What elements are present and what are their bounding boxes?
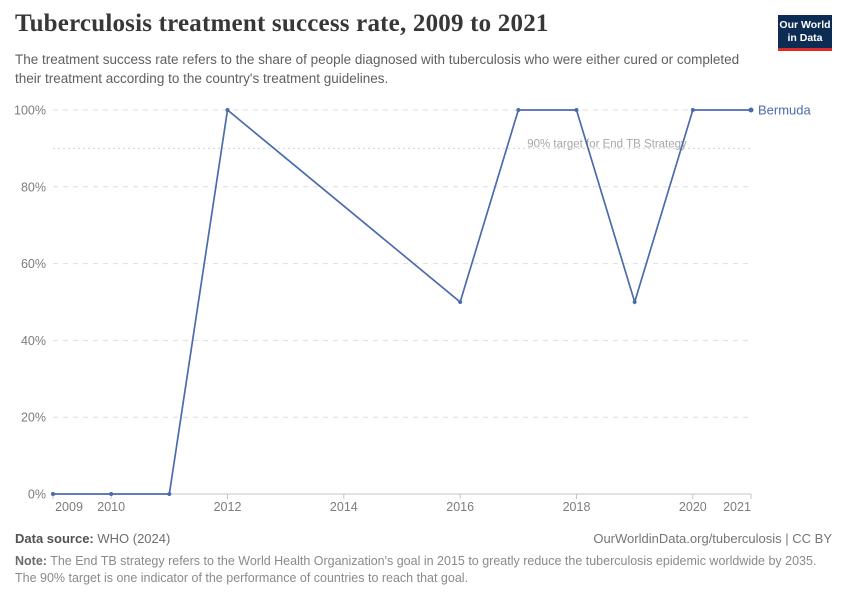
page-title: Tuberculosis treatment success rate, 200… [15, 10, 549, 37]
chart-note: Note: The End TB strategy refers to the … [15, 553, 835, 587]
series-line[interactable] [53, 108, 751, 495]
y-axis-tick-label: 100% [14, 104, 46, 118]
x-axis-tick-label: 2020 [679, 500, 707, 514]
y-axis-tick-label: 80% [21, 180, 46, 194]
note-text: The End TB strategy refers to the World … [15, 554, 817, 585]
y-axis-tick-label: 40% [21, 334, 46, 348]
footer-row: Data source: WHO (2024) OurWorldinData.o… [15, 531, 832, 546]
target-line-label: 90% target for End TB Strategy [527, 138, 687, 150]
data-point[interactable] [167, 492, 172, 496]
data-point[interactable] [632, 300, 637, 304]
y-axis-tick-label: 60% [21, 257, 46, 271]
owid-logo-line1: Our World [779, 19, 831, 31]
x-axis-tick-label: 2009 [55, 500, 83, 514]
x-axis-tick-label: 2012 [214, 500, 242, 514]
data-point[interactable] [690, 108, 695, 112]
note-label: Note: [15, 554, 47, 568]
data-point[interactable] [516, 108, 521, 112]
data-point[interactable] [574, 108, 579, 112]
x-axis-tick-label: 2014 [330, 500, 358, 514]
x-axis-tick-label: 2018 [563, 500, 591, 514]
owid-logo[interactable]: Our World in Data [778, 15, 832, 52]
owid-logo-line2: in Data [787, 32, 823, 45]
x-axis-tick-label: 2016 [446, 500, 474, 514]
chart-subtitle: The treatment success rate refers to the… [15, 52, 740, 86]
data-point[interactable] [458, 300, 463, 304]
data-point[interactable] [748, 107, 754, 113]
x-axis-tick-label: 2021 [723, 500, 751, 514]
data-source: Data source: WHO (2024) [15, 531, 170, 546]
data-point[interactable] [51, 492, 55, 496]
entity-label[interactable]: Bermuda [758, 103, 812, 118]
data-source-label: Data source: [15, 531, 94, 546]
y-axis-tick-label: 0% [28, 488, 46, 502]
x-axis-tick-label: 2010 [97, 500, 125, 514]
y-axis-tick-label: 20% [21, 411, 46, 425]
data-point[interactable] [109, 492, 114, 496]
data-source-value: WHO (2024) [93, 531, 171, 546]
owid-url-license[interactable]: OurWorldinData.org/tuberculosis | CC BY [593, 531, 832, 546]
data-point[interactable] [225, 108, 230, 112]
